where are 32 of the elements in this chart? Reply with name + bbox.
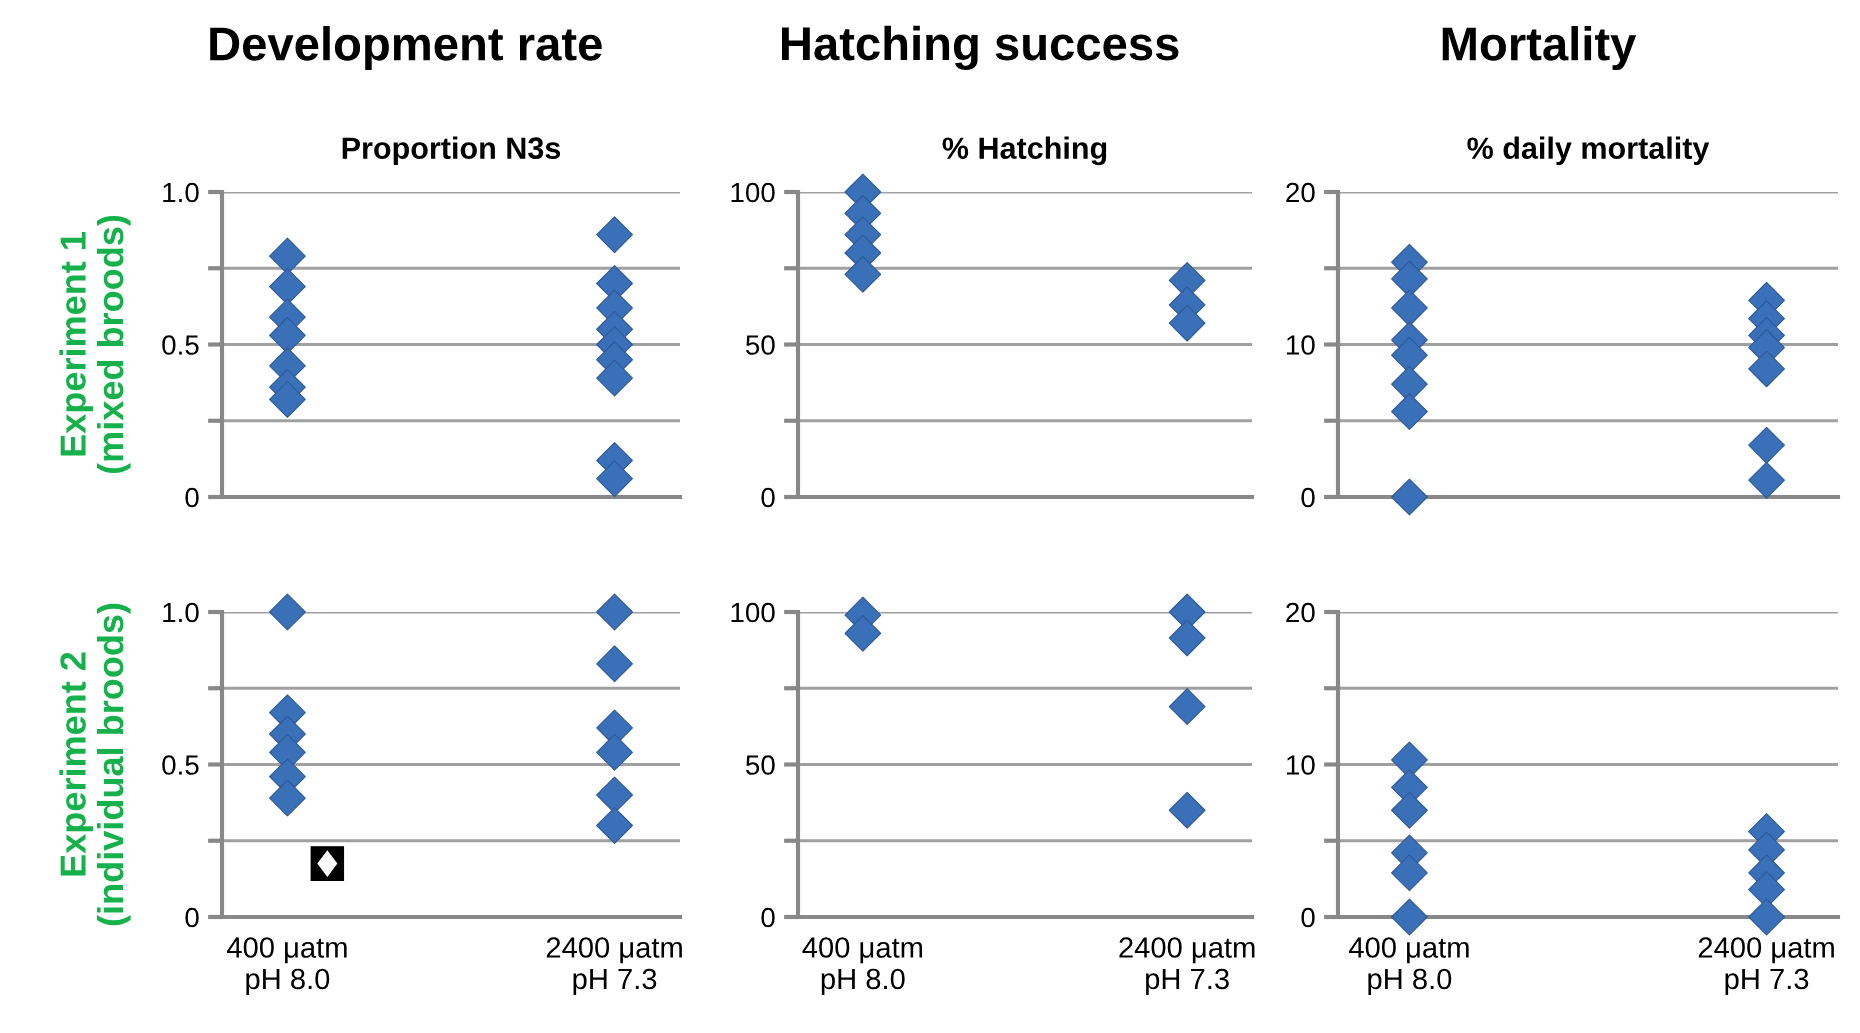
x-tick-label: 400 μatm pH 8.0	[1349, 937, 1469, 996]
y-tick-label: 0.5	[162, 335, 199, 355]
chart-title: Development rate	[210, 25, 602, 70]
x-tick-label: 2400 μatm pH 7.3	[546, 937, 682, 996]
y-tick-label: 100	[731, 602, 775, 623]
chart-title: Hatching success	[782, 25, 1179, 70]
y-axis-title: Experiment 2 (individual broods)	[59, 603, 131, 926]
y-tick-label: 100	[731, 182, 775, 203]
y-axis-title: Experiment 1 (mixed broods)	[59, 215, 131, 474]
y-tick-label: 0.5	[162, 755, 199, 775]
y-tick-label: 10	[1287, 755, 1315, 775]
chart-title: Mortality	[1442, 25, 1637, 70]
y-tick-label: 50	[745, 755, 775, 775]
y-tick-label: 0	[1301, 487, 1315, 508]
y-tick-label: 0	[185, 907, 199, 928]
y-tick-label: 1.0	[163, 602, 199, 623]
y-tick-label: 1.0	[163, 182, 199, 203]
y-tick-label: 0	[185, 487, 199, 508]
x-tick-label: 400 μatm pH 8.0	[227, 937, 347, 996]
chart-subtitle: % daily mortality	[1467, 136, 1710, 166]
chart-subtitle: % Hatching	[942, 136, 1107, 166]
y-tick-label: 10	[1287, 335, 1315, 355]
y-tick-label: 50	[745, 335, 775, 355]
y-tick-label: 20	[1286, 182, 1315, 203]
y-tick-label: 0	[761, 907, 775, 928]
x-tick-label: 2400 μatm pH 7.3	[1698, 937, 1834, 996]
x-tick-label: 2400 μatm pH 7.3	[1119, 937, 1255, 996]
x-tick-label: 400 μatm pH 8.0	[802, 937, 923, 996]
y-tick-label: 0	[1301, 907, 1315, 928]
y-tick-label: 20	[1286, 602, 1315, 623]
y-tick-label: 0	[761, 487, 775, 508]
chart-subtitle: Proportion N3s	[342, 136, 561, 166]
